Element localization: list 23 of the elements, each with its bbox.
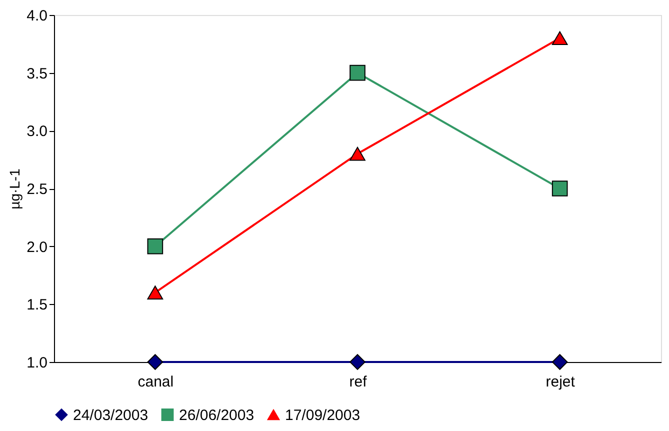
point bbox=[350, 146, 366, 161]
legend-label: 24/03/2003 bbox=[73, 406, 148, 424]
legend-label: 26/06/2003 bbox=[179, 406, 254, 424]
point bbox=[552, 31, 568, 46]
y-tick-label: 2.5 bbox=[26, 181, 48, 198]
point bbox=[350, 64, 366, 81]
y-tick-label: 3.5 bbox=[26, 65, 48, 82]
y-tick-label: 3.0 bbox=[26, 123, 48, 140]
y-tick-label: 2.0 bbox=[26, 238, 48, 256]
point bbox=[147, 238, 164, 254]
y-tick-label: 1.0 bbox=[26, 354, 48, 372]
y-tick-label: 4.0 bbox=[26, 8, 48, 24]
legend-label: 17/09/2003 bbox=[285, 406, 360, 424]
x-tick-label: ref bbox=[349, 374, 368, 390]
y-tick-label: 1.5 bbox=[26, 296, 48, 314]
point bbox=[552, 180, 568, 196]
x-tick-label: canal bbox=[138, 374, 174, 390]
point bbox=[552, 354, 568, 370]
x-tick-label: rejet bbox=[546, 374, 576, 390]
y-axis-title: µg·L-1 bbox=[6, 168, 23, 210]
point bbox=[350, 354, 366, 370]
point bbox=[147, 354, 164, 370]
point bbox=[147, 286, 164, 300]
